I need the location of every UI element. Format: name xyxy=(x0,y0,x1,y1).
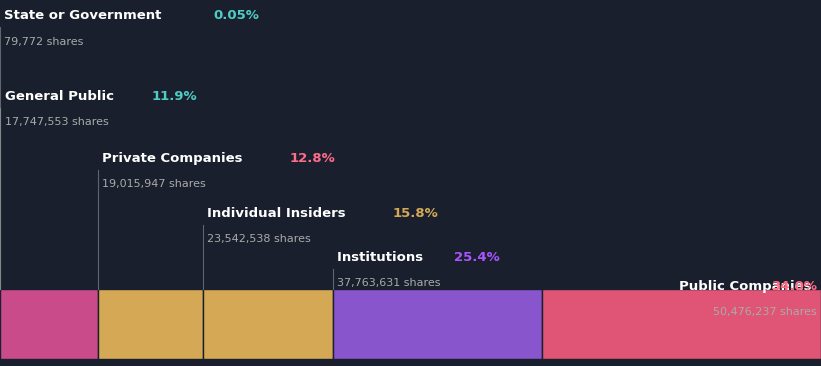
FancyBboxPatch shape xyxy=(99,289,204,359)
Text: State or Government: State or Government xyxy=(4,9,166,22)
FancyBboxPatch shape xyxy=(1,289,99,359)
Text: 17,747,553 shares: 17,747,553 shares xyxy=(5,117,108,127)
Text: Individual Insiders: Individual Insiders xyxy=(208,207,351,220)
Text: General Public: General Public xyxy=(5,90,118,103)
Text: 11.9%: 11.9% xyxy=(151,90,197,103)
Text: Public Companies: Public Companies xyxy=(679,280,816,293)
Text: 25.4%: 25.4% xyxy=(454,251,500,264)
Text: 50,476,237 shares: 50,476,237 shares xyxy=(713,307,817,317)
FancyBboxPatch shape xyxy=(542,289,821,359)
Text: 0.05%: 0.05% xyxy=(213,9,259,22)
Text: 12.8%: 12.8% xyxy=(290,152,335,165)
Text: 34.0%: 34.0% xyxy=(771,280,817,293)
Text: 37,763,631 shares: 37,763,631 shares xyxy=(337,278,441,288)
Text: Institutions: Institutions xyxy=(337,251,428,264)
FancyBboxPatch shape xyxy=(333,289,542,359)
Text: Private Companies: Private Companies xyxy=(103,152,247,165)
FancyBboxPatch shape xyxy=(204,289,333,359)
Text: 19,015,947 shares: 19,015,947 shares xyxy=(103,179,206,189)
Text: 23,542,538 shares: 23,542,538 shares xyxy=(208,234,311,244)
Text: 15.8%: 15.8% xyxy=(392,207,438,220)
Text: 79,772 shares: 79,772 shares xyxy=(4,37,84,46)
